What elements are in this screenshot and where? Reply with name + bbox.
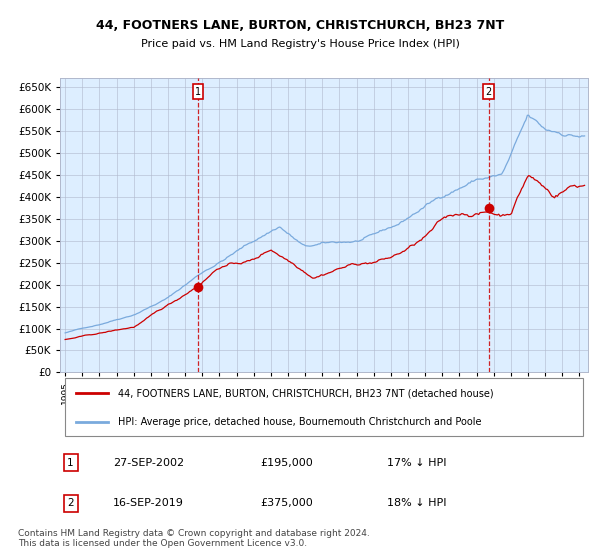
Text: £375,000: £375,000 [260, 498, 313, 508]
Text: 1: 1 [195, 87, 201, 97]
FancyBboxPatch shape [65, 379, 583, 436]
Text: 16-SEP-2019: 16-SEP-2019 [113, 498, 184, 508]
Text: Contains HM Land Registry data © Crown copyright and database right 2024.
This d: Contains HM Land Registry data © Crown c… [18, 529, 370, 548]
Text: 2: 2 [67, 498, 74, 508]
Text: HPI: Average price, detached house, Bournemouth Christchurch and Poole: HPI: Average price, detached house, Bour… [118, 417, 482, 427]
Text: 27-SEP-2002: 27-SEP-2002 [113, 458, 184, 468]
Text: £195,000: £195,000 [260, 458, 313, 468]
Text: 2: 2 [485, 87, 492, 97]
Text: 18% ↓ HPI: 18% ↓ HPI [388, 498, 447, 508]
Text: 44, FOOTNERS LANE, BURTON, CHRISTCHURCH, BH23 7NT (detached house): 44, FOOTNERS LANE, BURTON, CHRISTCHURCH,… [118, 388, 494, 398]
Text: Price paid vs. HM Land Registry's House Price Index (HPI): Price paid vs. HM Land Registry's House … [140, 39, 460, 49]
Text: 17% ↓ HPI: 17% ↓ HPI [388, 458, 447, 468]
Text: 44, FOOTNERS LANE, BURTON, CHRISTCHURCH, BH23 7NT: 44, FOOTNERS LANE, BURTON, CHRISTCHURCH,… [96, 18, 504, 32]
Text: 1: 1 [67, 458, 74, 468]
